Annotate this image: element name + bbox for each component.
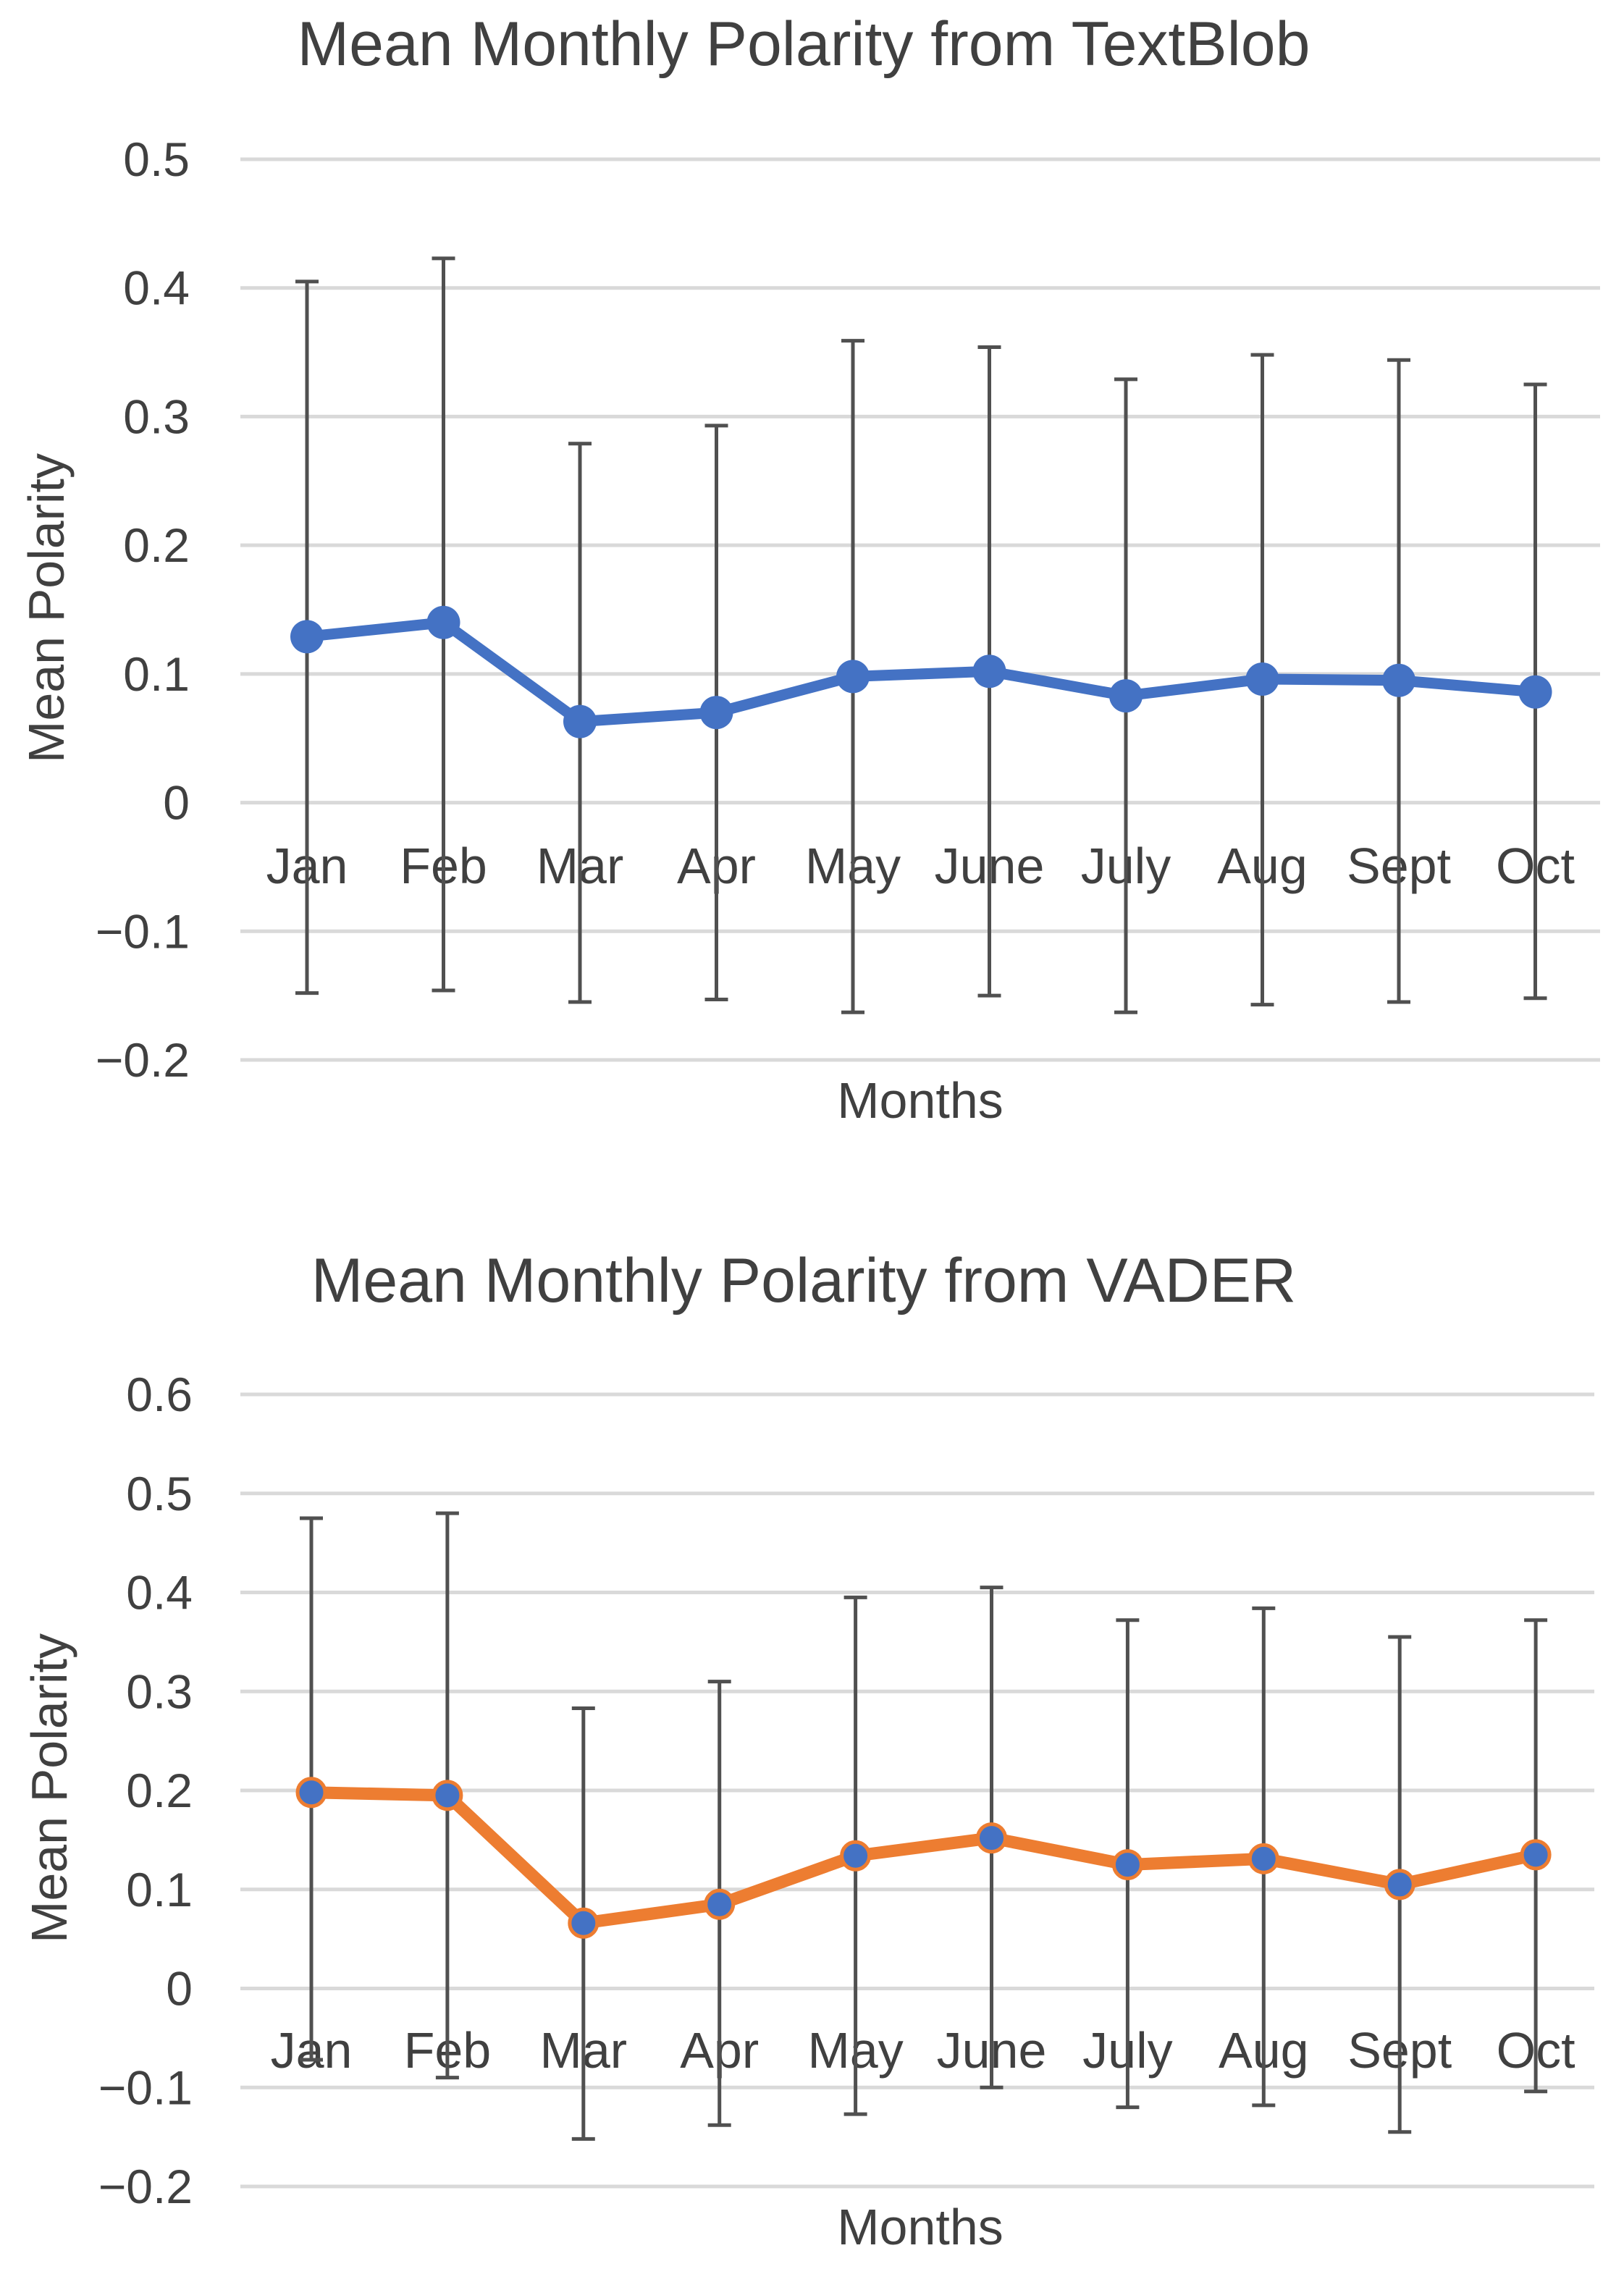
data-point [836,660,870,694]
data-point [704,1888,736,1920]
data-point [1111,1849,1143,1881]
y-tick-label: 0.6 [126,1368,193,1421]
data-point [1248,1843,1279,1874]
y-tick-label: 0.2 [123,518,190,572]
data-point [568,1907,599,1939]
data-point [563,704,597,738]
y-tick-label: 0.2 [126,1764,193,1817]
data-point [290,620,324,654]
y-axis-title: Mean Polarity [21,1633,77,1943]
y-tick-label: 0.1 [126,1863,193,1916]
y-tick-label: 0.3 [126,1664,193,1718]
data-point [840,1840,872,1872]
series-line [305,1786,1542,1929]
y-tick-label: 0 [163,776,190,830]
y-tick-label: −0.2 [96,1033,190,1087]
y-tick-label: −0.1 [96,904,190,958]
y-tick-label: 0.5 [126,1467,193,1520]
data-point [1518,675,1552,709]
data-point [1384,1869,1415,1900]
chart-title: Mean Monthly Polarity from VADER [311,1246,1297,1315]
series-line [301,617,1541,728]
x-axis-title: Months [837,1072,1004,1129]
data-point [1109,679,1143,713]
data-point [1520,1839,1552,1871]
y-tick-label: 0 [166,1962,193,2016]
chart-2: Mean Monthly Polarity from VADER 0.6 0.5 0.… [21,1246,1594,2255]
y-axis-title: Mean Polarity [18,453,75,763]
data-point [976,1822,1007,1854]
y-tick-label: 0.3 [123,390,190,443]
data-point [426,605,460,639]
y-tick-label: −0.2 [98,2160,193,2213]
data-point [1245,662,1279,696]
chart-1: Mean Monthly Polarity from TextBlob 0.5 0.… [18,9,1600,1129]
data-point [972,654,1006,689]
y-tick-label: 0.1 [123,647,190,701]
data-point [699,696,733,730]
y-tick-label: 0.5 [123,132,190,186]
x-axis-title: Months [837,2199,1004,2255]
data-point [295,1777,327,1809]
y-tick-label: 0.4 [123,261,190,315]
y-tick-label: 0.4 [126,1566,193,1620]
y-tick-label: −0.1 [98,2060,193,2114]
chart-title: Mean Monthly Polarity from TextBlob [298,9,1310,79]
data-point [1382,663,1415,697]
data-point [432,1780,463,1811]
